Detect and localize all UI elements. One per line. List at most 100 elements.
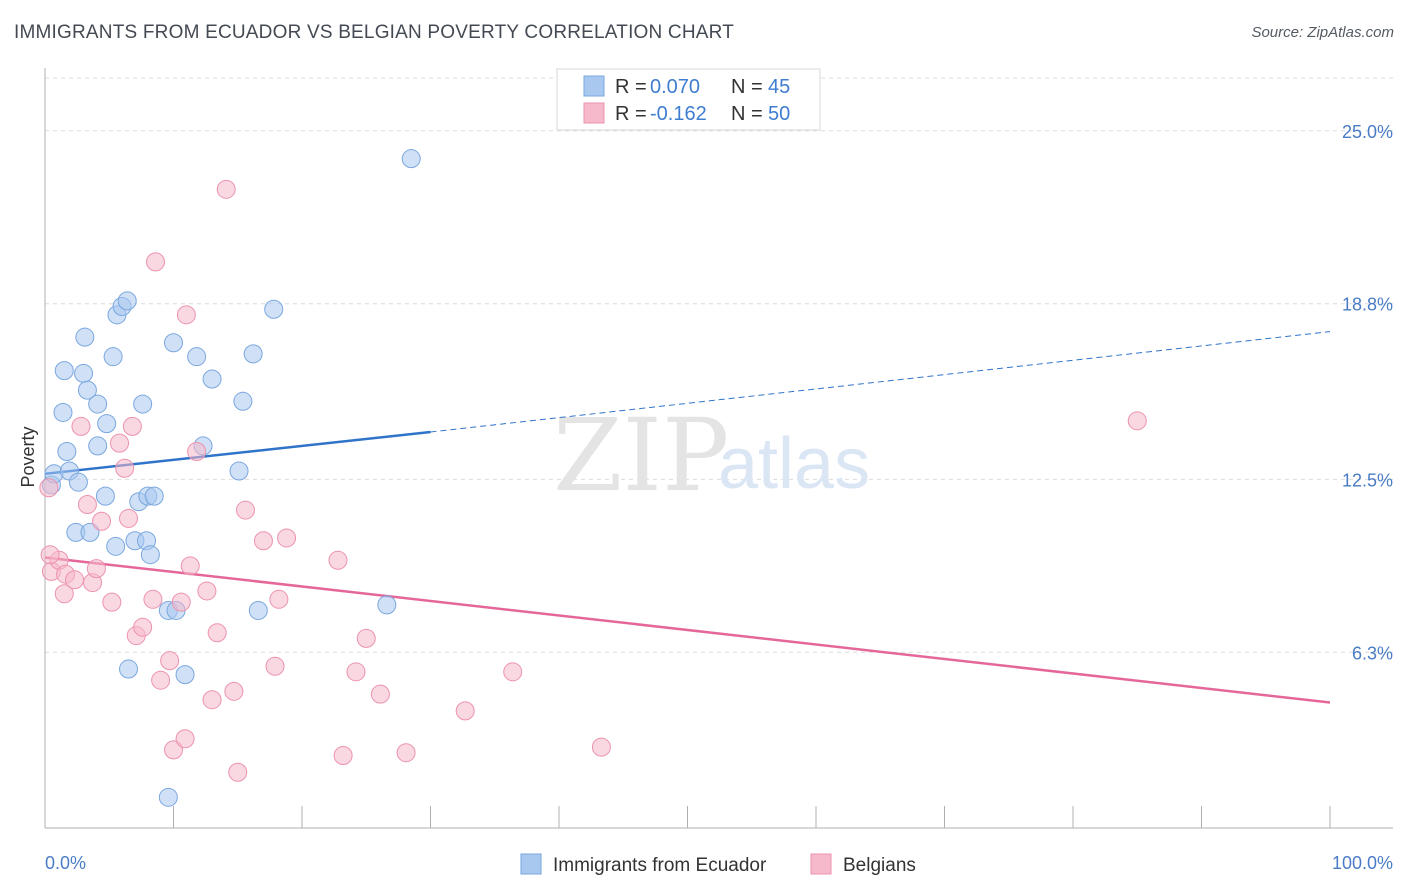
- legend-r-label-belgians: R =: [615, 103, 647, 125]
- y-tick-label: 6.3%: [1352, 643, 1393, 663]
- data-point: [95, 486, 115, 506]
- data-point: [88, 394, 108, 414]
- data-point: [229, 461, 249, 481]
- series-belgians: [39, 179, 1147, 782]
- data-point: [77, 380, 97, 400]
- data-point: [140, 545, 160, 565]
- data-point: [197, 581, 217, 601]
- bottom-legend-label-belgians: Belgians: [843, 855, 916, 876]
- legend-swatch-ecuador: [583, 75, 605, 97]
- data-point: [253, 531, 273, 551]
- data-point: [346, 662, 366, 682]
- y-tick-label: 12.5%: [1342, 470, 1393, 490]
- data-point: [187, 347, 207, 367]
- data-point: [143, 589, 163, 609]
- y-tick-label: 18.8%: [1342, 295, 1393, 315]
- data-point: [591, 737, 611, 757]
- data-point: [133, 617, 153, 637]
- data-point: [151, 670, 171, 690]
- data-point: [503, 662, 523, 682]
- data-point: [401, 149, 421, 169]
- trend-line-belgians: [44, 556, 1331, 704]
- trend-line-ecuador-extension: [430, 331, 1331, 433]
- data-point: [92, 511, 112, 531]
- legend-box: R = 0.070 N = 45 R = -0.162 N = 50: [556, 68, 821, 131]
- watermark: ZIP atlas: [553, 397, 870, 514]
- data-point: [248, 600, 268, 620]
- data-point: [40, 545, 60, 565]
- chart-title: IMMIGRANTS FROM ECUADOR VS BELGIAN POVER…: [14, 22, 735, 43]
- data-point: [97, 414, 117, 434]
- bottom-legend-label-ecuador: Immigrants from Ecuador: [553, 855, 767, 876]
- data-point: [110, 433, 130, 453]
- data-point: [54, 584, 74, 604]
- data-point: [207, 623, 227, 643]
- legend-n-label-ecuador: N =: [731, 76, 763, 98]
- data-point: [144, 486, 164, 506]
- data-point: [158, 787, 178, 807]
- data-point: [88, 436, 108, 456]
- data-point: [377, 595, 397, 615]
- data-point: [102, 592, 122, 612]
- data-point: [224, 681, 244, 701]
- data-point: [106, 536, 126, 556]
- data-point: [39, 478, 59, 498]
- data-point: [103, 347, 123, 367]
- data-point: [122, 416, 142, 436]
- y-tick-label: 25.0%: [1342, 122, 1393, 142]
- data-point: [54, 361, 74, 381]
- x-tick-labels: 0.0% 100.0%: [45, 853, 1393, 873]
- trend-lines: [44, 331, 1331, 704]
- watermark-atlas: atlas: [718, 424, 870, 504]
- x-tick-label-min: 0.0%: [45, 853, 86, 873]
- data-point: [75, 327, 95, 347]
- data-point: [333, 745, 353, 765]
- data-point: [53, 402, 73, 422]
- data-point: [119, 659, 139, 679]
- y-axis-label: Poverty: [18, 426, 38, 487]
- data-point: [175, 665, 195, 685]
- data-point: [80, 522, 100, 542]
- data-point: [328, 550, 348, 570]
- data-point: [175, 729, 195, 749]
- trend-line-ecuador: [44, 430, 431, 476]
- legend-r-value-belgians: -0.162: [650, 103, 707, 125]
- y-tick-labels: 6.3% 12.5% 18.8% 25.0%: [1342, 122, 1393, 664]
- data-point: [71, 416, 91, 436]
- legend-r-label-ecuador: R =: [615, 76, 647, 98]
- data-point: [264, 299, 284, 319]
- data-point: [176, 305, 196, 325]
- data-point: [455, 701, 475, 721]
- data-point: [370, 684, 390, 704]
- data-point: [119, 508, 139, 528]
- legend-n-label-belgians: N =: [731, 103, 763, 125]
- data-point: [235, 500, 255, 520]
- data-point: [180, 556, 200, 576]
- data-point: [233, 391, 253, 411]
- data-point: [117, 291, 137, 311]
- data-point: [202, 369, 222, 389]
- legend-n-value-ecuador: 45: [768, 76, 790, 98]
- data-point: [164, 740, 183, 760]
- data-point: [396, 743, 416, 763]
- bottom-legend-swatch-ecuador: [520, 853, 542, 875]
- bottom-legend-swatch-belgians: [810, 853, 832, 875]
- data-point: [146, 252, 166, 272]
- data-point: [133, 394, 153, 414]
- data-point: [86, 559, 106, 579]
- bottom-legend: Immigrants from Ecuador Belgians: [520, 853, 916, 876]
- data-point: [171, 592, 191, 612]
- legend-n-value-belgians: 50: [768, 103, 790, 125]
- data-point: [1127, 411, 1147, 431]
- x-tick-label-max: 100.0%: [1332, 853, 1393, 873]
- series-ecuador: [41, 149, 421, 807]
- legend-swatch-belgians: [583, 102, 605, 124]
- gridlines: [45, 77, 1393, 653]
- data-points: [39, 149, 1147, 807]
- data-point: [74, 363, 94, 383]
- data-point: [115, 458, 135, 478]
- data-point: [160, 651, 180, 671]
- data-point: [68, 472, 88, 492]
- data-point: [57, 442, 77, 461]
